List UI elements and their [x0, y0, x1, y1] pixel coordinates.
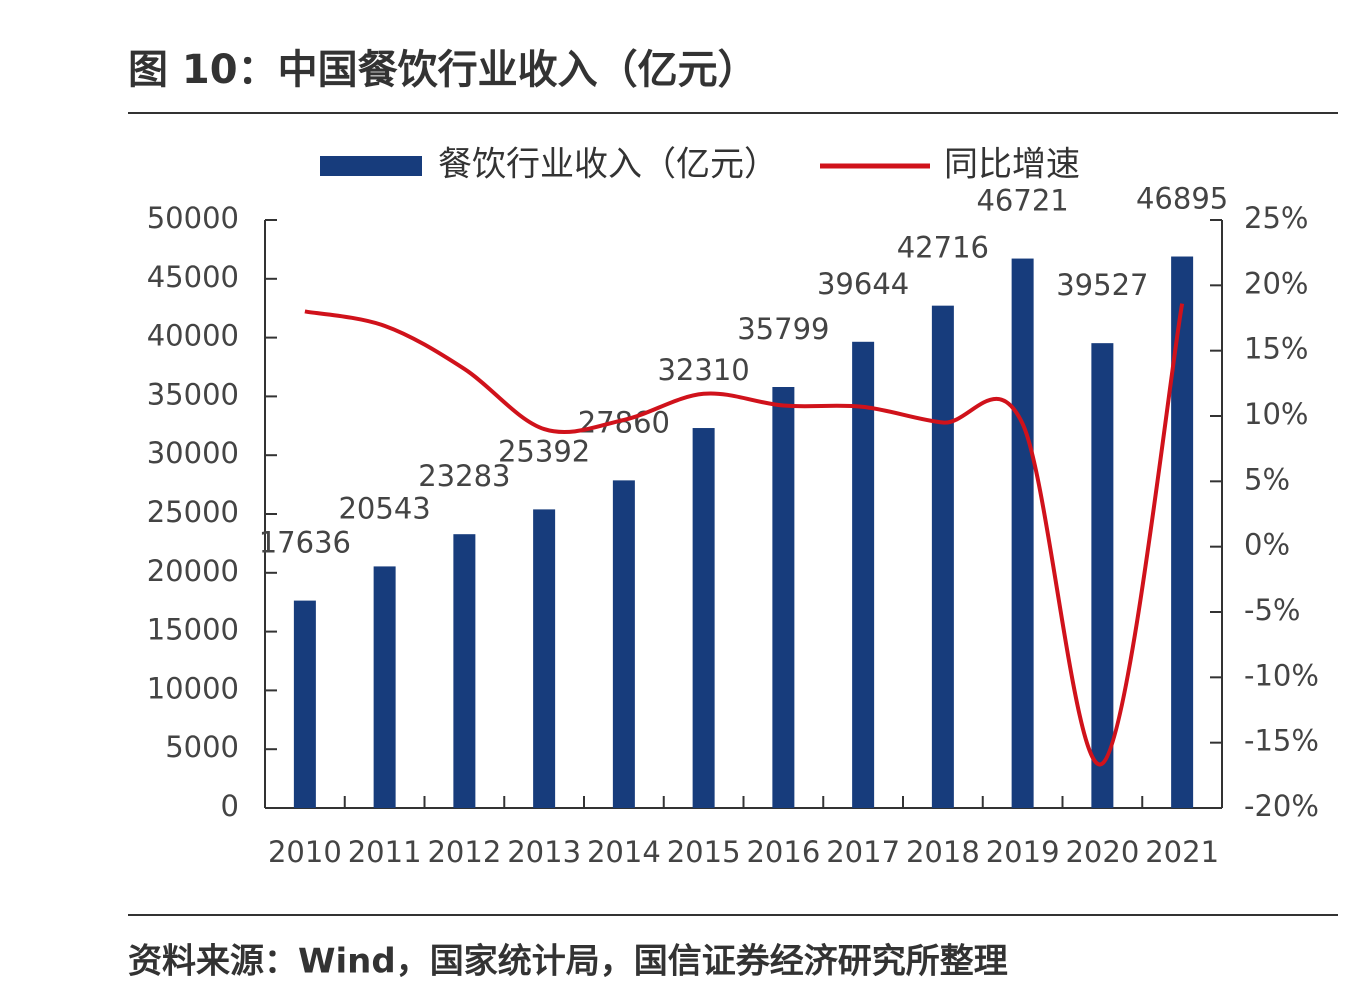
x-tick-label: 2018 [906, 835, 980, 869]
x-tick-label: 2015 [667, 835, 741, 869]
bar-value-label: 17636 [259, 526, 351, 560]
x-tick-label: 2013 [507, 835, 581, 869]
x-tick-label: 2019 [986, 835, 1060, 869]
bar [772, 387, 795, 808]
bar [1091, 343, 1114, 808]
x-tick-label: 2020 [1065, 835, 1139, 869]
bar-value-label: 32310 [657, 353, 749, 387]
y-tick-label: 45000 [147, 260, 239, 294]
bar [293, 600, 316, 808]
bar [533, 509, 556, 808]
y-tick-label: 30000 [147, 436, 239, 470]
y2-tick-label: -5% [1244, 593, 1300, 627]
x-tick-label: 2010 [268, 835, 342, 869]
bar-value-label: 35799 [737, 312, 829, 346]
x-tick-label: 2014 [587, 835, 661, 869]
x-tick-label: 2017 [826, 835, 900, 869]
bar-value-label: 39527 [1056, 268, 1148, 302]
source-note: 资料来源：Wind，国家统计局，国信证券经济研究所整理 [128, 942, 1008, 982]
y-tick-label: 35000 [147, 377, 239, 411]
bar [453, 534, 476, 808]
legend-label: 餐饮行业收入（亿元） [438, 145, 778, 185]
y-tick-label: 0 [221, 789, 239, 823]
y2-tick-label: 20% [1244, 266, 1308, 300]
y2-tick-label: 25% [1244, 201, 1308, 235]
x-tick-label: 2012 [427, 835, 501, 869]
bar-value-label: 46895 [1136, 182, 1228, 216]
bar-value-label: 23283 [418, 459, 510, 493]
legend-label: 同比增速 [944, 145, 1080, 185]
bar [1171, 256, 1194, 809]
bar [931, 305, 954, 808]
bar-value-label: 25392 [498, 434, 590, 468]
growth-line [304, 303, 1185, 767]
y2-tick-label: -15% [1244, 724, 1319, 758]
x-tick-label: 2021 [1145, 835, 1219, 869]
y2-tick-label: -20% [1244, 789, 1319, 823]
bar [852, 341, 875, 808]
bar [373, 566, 396, 808]
y2-tick-label: 15% [1244, 332, 1308, 366]
bar [692, 428, 715, 808]
y-tick-label: 25000 [147, 495, 239, 529]
y2-tick-label: 10% [1244, 397, 1308, 431]
y-tick-label: 50000 [147, 201, 239, 235]
y2-tick-label: 5% [1244, 462, 1290, 496]
y2-tick-label: 0% [1244, 528, 1290, 562]
y-tick-label: 15000 [147, 613, 239, 647]
legend-swatch [320, 156, 422, 176]
x-tick-label: 2011 [348, 835, 422, 869]
bar-value-label: 42716 [897, 231, 989, 265]
x-tick-label: 2016 [746, 835, 820, 869]
y-tick-label: 20000 [147, 554, 239, 588]
bar [1011, 258, 1034, 808]
bar-value-label: 46721 [976, 184, 1068, 218]
y2-tick-label: -10% [1244, 658, 1319, 692]
page-title: 图 10：中国餐饮行业收入（亿元） [128, 47, 758, 93]
bar-value-label: 20543 [338, 491, 430, 525]
y-tick-label: 10000 [147, 671, 239, 705]
y-tick-label: 5000 [165, 730, 239, 764]
bar [612, 480, 635, 808]
bar-value-label: 39644 [817, 267, 909, 301]
y-tick-label: 40000 [147, 319, 239, 353]
